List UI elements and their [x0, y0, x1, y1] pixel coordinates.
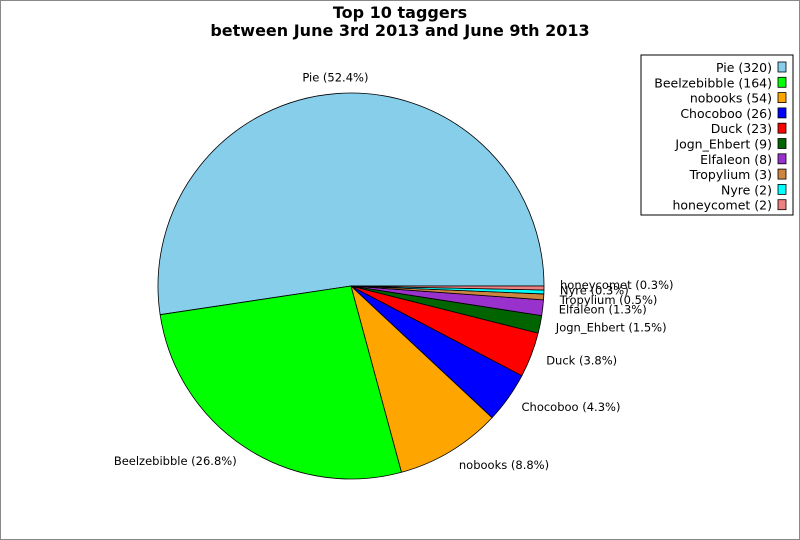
legend-label-jogn-ehbert: Jogn_Ehbert (9) [674, 137, 772, 152]
pie-slice-pie [157, 92, 545, 316]
legend-items: Pie (320)Beelzebibble (164)nobooks (54)C… [654, 60, 787, 213]
pie-slice-nobooks [350, 285, 493, 473]
slice-label-pie: Pie (52.4%) [302, 71, 368, 85]
legend-swatch-pie [777, 61, 787, 73]
pie-slice-beelzebibble [159, 285, 402, 480]
slice-label-honeycomet: honeycomet (0.3%) [560, 278, 673, 292]
pie-slice-labels: Pie (52.4%) Beelzebibble (26.8%) nobooks (… [114, 71, 674, 472]
legend-swatch-duck [777, 122, 787, 134]
slice-label-tropylium: Tropylium (0.5%) [559, 293, 658, 307]
slice-label-nobooks: nobooks (8.8%) [459, 458, 549, 472]
legend-label-duck: Duck (23) [711, 121, 772, 136]
slice-label-nyre: Nyre (0.3%) [560, 283, 629, 297]
legend-label-honeycomet: honeycomet (2) [672, 198, 772, 213]
slice-label-beelzebibble: Beelzebibble (26.8%) [114, 454, 237, 468]
slice-label-chocoboo: Chocoboo (4.3%) [522, 400, 621, 414]
chart-title: Top 10 taggers [333, 3, 467, 22]
legend-swatch-nobooks [777, 92, 787, 103]
legend-label-elfaleon: Elfaleon (8) [700, 152, 772, 167]
legend-swatch-elfaleon [777, 153, 787, 165]
slice-label-duck: Duck (3.8%) [546, 354, 617, 368]
legend-swatch-chocoboo [777, 107, 787, 119]
legend-swatch-tropylium [777, 168, 787, 180]
legend-box [640, 54, 794, 216]
legend-swatch-jogn-ehbert [777, 138, 787, 149]
pie-slices [157, 92, 545, 480]
slice-label-elfaleon: Elfaleon (1.3%) [559, 303, 647, 317]
chart-legend: Pie (320)Beelzebibble (164)nobooks (54)C… [640, 54, 794, 216]
legend-swatch-nyre [777, 183, 787, 195]
legend-label-chocoboo: Chocoboo (26) [680, 106, 772, 121]
legend-label-beelzebibble: Beelzebibble (164) [654, 75, 772, 90]
legend-swatch-beelzebibble [777, 76, 787, 88]
legend-label-nyre: Nyre (2) [721, 182, 772, 197]
legend-label-pie: Pie (320) [716, 60, 772, 75]
pie-slice-honeycomet [350, 285, 545, 291]
legend-label-tropylium: Tropylium (3) [689, 167, 772, 182]
slice-label-jogn-ehbert: Jogn_Ehbert (1.5%) [555, 321, 667, 335]
chart-subtitle: between June 3rd 2013 and June 9th 2013 [210, 21, 589, 40]
legend-swatch-honeycomet [777, 199, 787, 211]
legend-label-nobooks: nobooks (54) [690, 91, 772, 106]
